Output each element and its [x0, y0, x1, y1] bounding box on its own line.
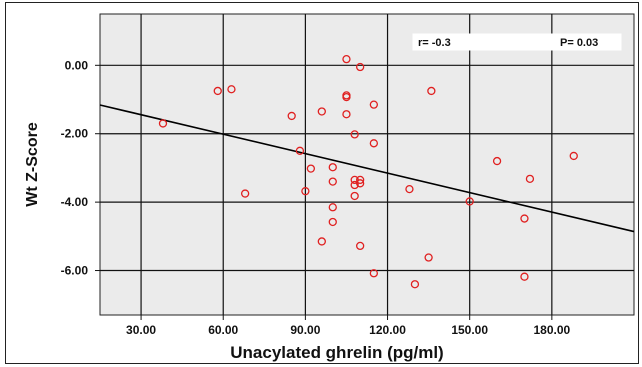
data-point — [350, 191, 359, 201]
data-point — [342, 92, 351, 102]
data-point — [317, 107, 326, 116]
data-point — [405, 184, 414, 194]
data-points — [158, 55, 578, 289]
data-point — [520, 272, 529, 281]
data-point — [369, 139, 378, 148]
data-point — [350, 180, 359, 190]
data-point — [317, 237, 326, 246]
grid-lines — [100, 14, 634, 315]
regression-line — [99, 104, 635, 233]
data-point — [369, 269, 378, 278]
data-point — [520, 214, 529, 223]
y-axis-ticks: 0.00 -2.00 -4.00 -6.00 — [61, 58, 100, 278]
stat-box: r= -0.3 P= 0.03 — [412, 33, 622, 51]
r-value-label: r= -0.3 — [418, 37, 451, 49]
data-point — [356, 62, 365, 72]
y-tick-label: -4.00 — [61, 195, 89, 209]
y-tick-label: -6.00 — [61, 264, 89, 278]
data-point — [295, 146, 305, 155]
data-point — [328, 217, 337, 227]
x-tick-label: 180.00 — [533, 323, 570, 337]
x-tick-label: 60.00 — [208, 323, 238, 337]
data-point — [525, 174, 535, 184]
x-axis-title: Unacylated ghrelin (pg/ml) — [230, 343, 443, 362]
stat-box-background — [412, 33, 622, 51]
data-point — [301, 187, 310, 196]
data-point — [369, 100, 378, 109]
data-point — [306, 164, 316, 173]
data-point — [328, 163, 337, 172]
p-value-label: P= 0.03 — [560, 37, 598, 49]
data-point — [158, 119, 168, 128]
data-point — [410, 280, 420, 289]
y-tick-label: 0.00 — [65, 58, 89, 72]
data-point — [328, 203, 337, 212]
data-point — [350, 130, 359, 139]
x-tick-label: 150.00 — [451, 323, 488, 337]
data-point — [342, 55, 351, 64]
y-tick-label: -2.00 — [61, 127, 89, 141]
x-tick-label: 90.00 — [290, 323, 320, 337]
data-point — [287, 111, 296, 121]
data-point — [328, 177, 337, 186]
y-axis-title: Wt Z-Score — [24, 122, 41, 207]
data-point — [569, 151, 578, 161]
data-point — [356, 241, 365, 251]
regression-line-group — [99, 104, 635, 233]
data-point — [213, 86, 222, 96]
data-point — [240, 189, 250, 198]
x-axis-ticks: 30.00 60.00 90.00 120.00 150.00 180.00 — [126, 315, 571, 337]
data-point — [465, 197, 474, 206]
data-point — [424, 253, 433, 262]
data-point — [342, 110, 351, 119]
x-tick-label: 30.00 — [126, 323, 156, 337]
data-point — [427, 86, 436, 96]
x-tick-label: 120.00 — [369, 323, 406, 337]
plot-area — [99, 13, 635, 316]
data-point — [492, 156, 502, 166]
data-point — [227, 85, 236, 94]
data-point — [356, 175, 365, 185]
data-point — [356, 179, 365, 188]
